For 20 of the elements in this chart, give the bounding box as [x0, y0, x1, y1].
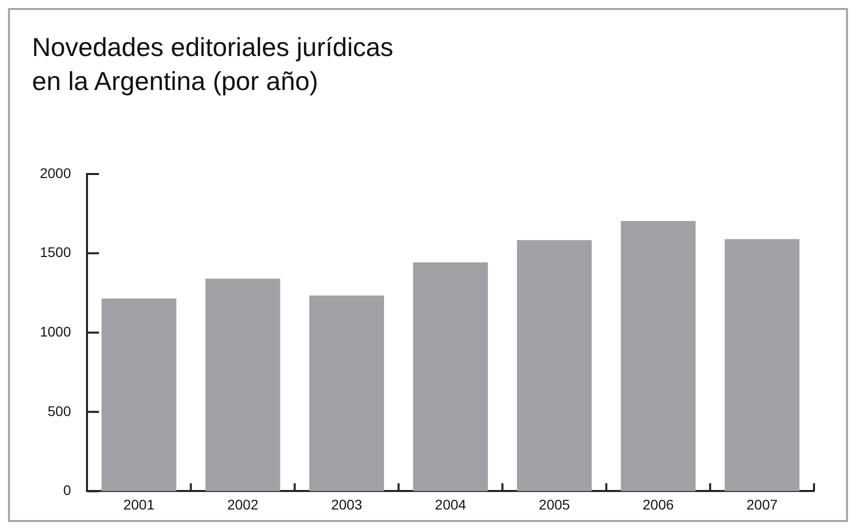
x-tick-label: 2001 [123, 496, 155, 512]
bar [620, 220, 696, 492]
x-tick-label: 2005 [538, 496, 570, 512]
bar [102, 298, 176, 492]
y-tick-label: 0 [63, 482, 72, 498]
bar [724, 239, 800, 492]
x-tick-label: 2006 [642, 496, 674, 512]
x-tick-label: 2004 [434, 496, 466, 512]
chart-title: Novedades editoriales jurídicas en la Argentina (por año) [32, 31, 394, 98]
bar [516, 240, 592, 492]
y-tick-label: 500 [48, 402, 72, 419]
x-tick-label: 2007 [746, 496, 778, 512]
y-tick-label: 1000 [40, 323, 72, 340]
bar [413, 262, 488, 492]
x-tick-label: 2002 [227, 496, 259, 512]
y-tick-label: 1500 [40, 244, 72, 260]
y-tick-label: 2000 [40, 164, 72, 181]
bar [205, 278, 280, 492]
x-tick-label: 2003 [331, 496, 362, 512]
bar [309, 295, 384, 492]
